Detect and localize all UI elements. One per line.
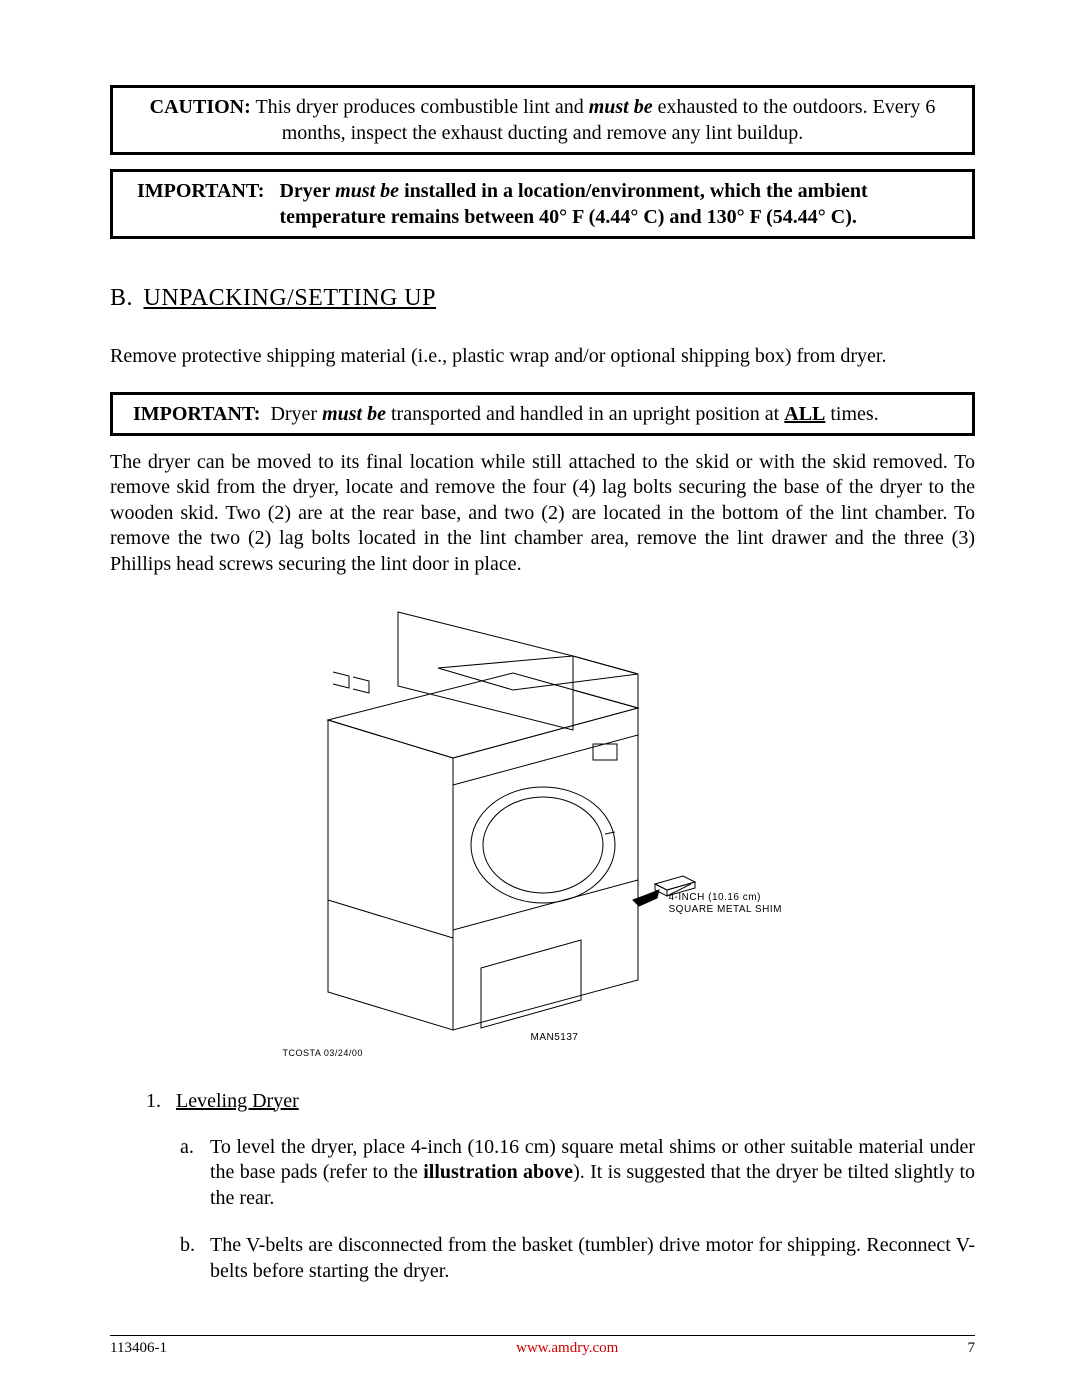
footer-page: 7	[968, 1340, 976, 1357]
fig-shim-l2: SQUARE METAL SHIM	[669, 904, 783, 916]
imp-tr-mid: transported and handled in an upright po…	[386, 403, 784, 425]
page-footer: 113406-1 www.amdry.com 7	[110, 1335, 975, 1357]
dryer-illustration: 4-INCH (10.16 cm) SQUARE METAL SHIM MAN5…	[263, 600, 823, 1060]
list-item-1: 1. Leveling Dryer	[146, 1090, 975, 1113]
fig-shim-l1: 4-INCH (10.16 cm)	[669, 892, 783, 904]
imp-tr-before: Dryer	[270, 403, 322, 425]
list1-num: 1.	[146, 1090, 164, 1113]
caution-emph: must be	[589, 96, 653, 118]
important-env-l1-emph: must be	[335, 180, 399, 202]
dryer-svg-icon	[263, 600, 823, 1060]
para-remove-shipping: Remove protective shipping material (i.e…	[110, 344, 975, 370]
figure-shim-label: 4-INCH (10.16 cm) SQUARE METAL SHIM	[669, 892, 783, 916]
item-b-text: The V-belts are disconnected from the ba…	[210, 1233, 975, 1284]
section-b-prefix: B.	[110, 285, 133, 311]
important-env-l1-before: Dryer	[279, 180, 335, 202]
list-item-a: a. To level the dryer, place 4-inch (10.…	[180, 1135, 975, 1212]
important-transport-content: IMPORTANT: Dryer must be transported and…	[127, 401, 958, 427]
section-b-heading: B. UNPACKING/SETTING UP	[110, 285, 975, 312]
section-b-title: UNPACKING/SETTING UP	[144, 285, 436, 311]
caution-text-before: This dryer produces combustible lint and	[255, 96, 588, 118]
important-transport-label: IMPORTANT:	[133, 403, 260, 425]
list1-label: Leveling Dryer	[176, 1090, 299, 1113]
caution-label: CAUTION:	[150, 96, 251, 118]
item-a-text: To level the dryer, place 4-inch (10.16 …	[210, 1135, 975, 1212]
numbered-list: 1. Leveling Dryer	[146, 1090, 975, 1113]
item-a-num: a.	[180, 1135, 200, 1212]
figure-man-id: MAN5137	[531, 1032, 579, 1044]
footer-url: www.amdry.com	[516, 1340, 618, 1357]
item-b-num: b.	[180, 1233, 200, 1284]
figure-artist: TCOSTA 03/24/00	[283, 1048, 363, 1059]
important-env-box: IMPORTANT: Dryer must be installed in a …	[110, 169, 975, 239]
important-env-content: IMPORTANT: Dryer must be installed in a …	[127, 178, 958, 230]
imp-tr-after: times.	[825, 403, 878, 425]
imp-tr-emph1: must be	[322, 403, 386, 425]
item-a-bold: illustration above	[423, 1161, 573, 1183]
important-env-l1-after: installed in a location/environment, whi…	[399, 180, 868, 202]
important-env-l2: temperature remains between 40° F (4.44°…	[279, 206, 856, 228]
caution-content: CAUTION: This dryer produces combustible…	[127, 94, 958, 146]
caution-box: CAUTION: This dryer produces combustible…	[110, 85, 975, 155]
important-transport-box: IMPORTANT: Dryer must be transported and…	[110, 392, 975, 436]
para-skid: The dryer can be moved to its final loca…	[110, 450, 975, 578]
dryer-figure: 4-INCH (10.16 cm) SQUARE METAL SHIM MAN5…	[110, 600, 975, 1060]
important-env-label: IMPORTANT:	[137, 180, 264, 202]
footer-doc-id: 113406-1	[110, 1340, 167, 1357]
sub-list: a. To level the dryer, place 4-inch (10.…	[180, 1135, 975, 1285]
list-item-b: b. The V-belts are disconnected from the…	[180, 1233, 975, 1284]
imp-tr-emph2: ALL	[784, 403, 825, 425]
